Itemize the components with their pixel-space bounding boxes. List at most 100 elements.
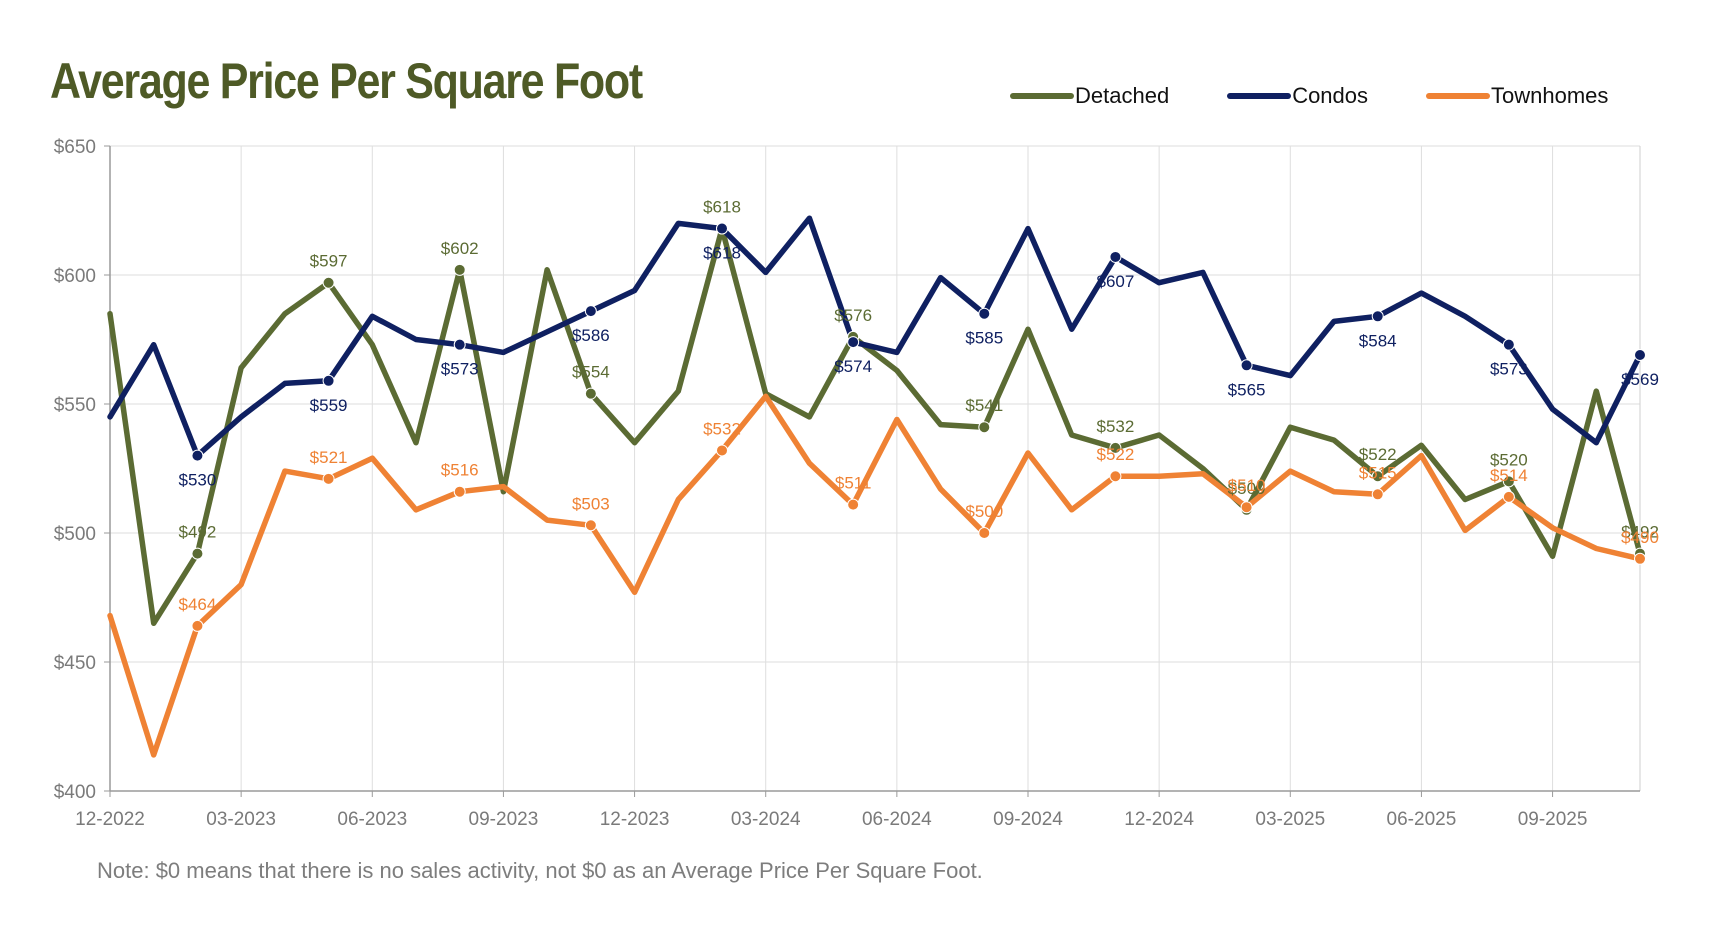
x-tick-label: 09-2023: [469, 809, 539, 830]
x-tick-label: 09-2025: [1518, 809, 1588, 830]
series-line-condos: [107, 215, 1643, 459]
x-tick-label: 03-2024: [731, 809, 801, 830]
data-label-condos: $573: [441, 360, 479, 379]
data-label-townhomes: $511: [835, 474, 872, 493]
data-point-townhomes: [191, 619, 204, 632]
data-label-detached: $492: [179, 523, 217, 542]
data-label-condos: $585: [965, 329, 1003, 348]
x-tick-label: 03-2025: [1255, 809, 1325, 830]
data-point-detached: [191, 547, 204, 560]
data-label-condos: $574: [834, 357, 872, 376]
legend-item-detached: Detached: [1010, 83, 1169, 109]
data-point-townhomes: [716, 444, 728, 457]
x-tick-label: 06-2023: [337, 809, 407, 830]
data-label-detached: $492: [1621, 523, 1659, 542]
data-label-detached: $532: [1097, 417, 1135, 436]
data-point-townhomes: [978, 527, 991, 539]
data-label-detached: $520: [1490, 450, 1528, 469]
data-label-detached: $554: [572, 363, 610, 382]
data-label-townhomes: $532: [703, 419, 741, 438]
legend: Detached Condos Townhomes: [1010, 80, 1608, 112]
data-label-townhomes: $510: [1228, 476, 1266, 495]
data-point-condos: [1634, 348, 1646, 361]
data-label-detached: $602: [441, 239, 479, 258]
x-tick-label: 03-2023: [206, 809, 276, 830]
data-point-townhomes: [1502, 490, 1515, 503]
data-point-detached: [453, 263, 466, 276]
data-label-townhomes: $464: [179, 595, 217, 614]
data-point-townhomes: [1371, 488, 1384, 501]
data-point-condos: [847, 336, 860, 349]
y-tick-label: $600: [54, 266, 96, 287]
data-label-detached: $576: [834, 306, 872, 325]
data-label-condos: $618: [703, 244, 741, 263]
data-label-detached: $509: [1228, 479, 1266, 498]
data-label-condos: $565: [1228, 380, 1266, 399]
data-label-condos: $573: [1490, 360, 1528, 379]
legend-item-townhomes: Townhomes: [1426, 83, 1608, 109]
chart-title: Average Price Per Square Foot: [50, 53, 643, 109]
chart-note: Note: $0 means that there is no sales ac…: [97, 858, 983, 883]
legend-swatch-detached: [1010, 93, 1074, 99]
data-point-townhomes: [453, 485, 466, 498]
legend-label-condos: Condos: [1292, 83, 1369, 108]
series-line-townhomes: [107, 393, 1643, 758]
data-label-detached: $618: [703, 198, 741, 217]
data-point-townhomes: [322, 472, 335, 485]
data-point-condos: [322, 374, 335, 387]
data-label-detached: $522: [1359, 445, 1397, 464]
data-label-townhomes: $522: [1097, 445, 1135, 464]
data-point-condos: [584, 305, 597, 318]
data-point-townhomes: [1634, 552, 1646, 565]
data-point-condos: [1109, 250, 1122, 263]
data-point-detached: [584, 387, 597, 400]
legend-item-condos: Condos: [1227, 83, 1368, 109]
data-point-detached: [1502, 475, 1515, 488]
data-label-detached: $541: [965, 396, 1003, 415]
series-line-detached: [107, 225, 1643, 627]
data-label-condos: $559: [310, 396, 348, 415]
x-tick-label: 12-2023: [600, 809, 670, 830]
x-tick-label: 06-2024: [862, 809, 932, 830]
data-label-condos: $530: [179, 471, 217, 490]
data-label-condos: $584: [1359, 331, 1397, 350]
y-tick-label: $550: [54, 395, 96, 416]
data-label-townhomes: $500: [965, 502, 1003, 521]
y-tick-label: $500: [54, 524, 96, 545]
data-point-townhomes: [1109, 470, 1122, 483]
data-point-condos: [1371, 310, 1384, 323]
x-tick-label: 12-2022: [75, 809, 145, 830]
data-point-condos: [1240, 359, 1253, 372]
data-point-townhomes: [584, 519, 597, 532]
data-point-condos: [453, 338, 466, 351]
data-label-townhomes: $521: [310, 448, 348, 467]
data-label-condos: $586: [572, 326, 610, 345]
legend-swatch-townhomes: [1426, 93, 1491, 99]
data-label-condos: $569: [1621, 370, 1659, 389]
data-point-condos: [191, 449, 204, 462]
data-label-townhomes: $514: [1490, 466, 1528, 485]
x-tick-label: 09-2024: [993, 809, 1063, 830]
y-tick-label: $650: [54, 137, 96, 158]
data-point-detached: [322, 276, 335, 289]
data-point-townhomes: [847, 498, 860, 511]
data-label-detached: $597: [310, 252, 348, 271]
y-tick-label: $450: [54, 653, 96, 674]
data-point-townhomes: [1240, 501, 1253, 514]
data-point-condos: [1502, 338, 1515, 351]
data-point-detached: [1109, 441, 1122, 454]
y-tick-label: $400: [54, 782, 96, 803]
data-point-detached: [1371, 470, 1384, 483]
data-point-condos: [716, 222, 728, 235]
legend-swatch-condos: [1227, 93, 1292, 99]
x-tick-label: 06-2025: [1387, 809, 1457, 830]
x-tick-label: 12-2024: [1124, 809, 1194, 830]
data-label-condos: $607: [1097, 272, 1135, 291]
data-point-condos: [978, 307, 991, 320]
data-point-detached: [978, 421, 991, 434]
data-label-townhomes: $515: [1359, 463, 1397, 482]
legend-label-townhomes: Townhomes: [1491, 83, 1609, 108]
data-label-townhomes: $516: [441, 461, 479, 480]
legend-label-detached: Detached: [1075, 83, 1170, 108]
